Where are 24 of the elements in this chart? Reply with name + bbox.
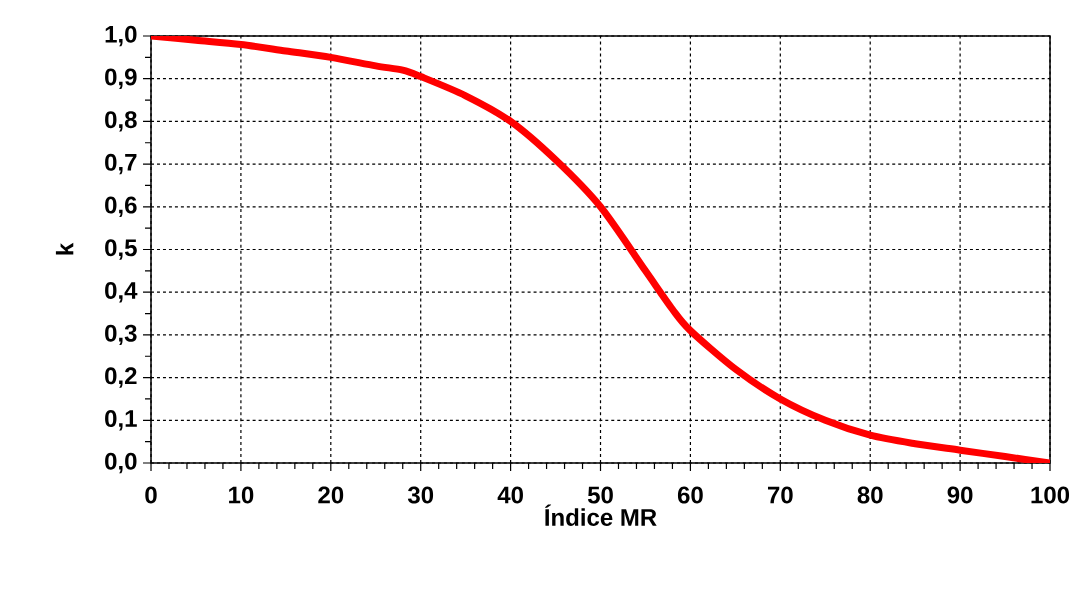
x-tick-label: 100 <box>1031 486 1070 504</box>
x-tick-label: 70 <box>767 486 793 504</box>
x-tick-label: 80 <box>857 486 883 504</box>
y-tick-label: 0,0 <box>105 452 137 474</box>
x-tick-label: 40 <box>497 486 523 504</box>
y-tick-label: 0,2 <box>105 367 137 388</box>
x-tick-label: 0 <box>145 486 157 504</box>
y-tick-label: 0,3 <box>105 324 137 346</box>
y-tick-label: 0,6 <box>105 196 137 218</box>
x-tick-label: 50 <box>587 486 613 504</box>
y-tick-label: 0,4 <box>105 281 138 303</box>
x-tick-label: 10 <box>229 486 254 504</box>
y-tick-label: 0,1 <box>105 410 137 431</box>
y-tick-label: 0,9 <box>105 68 137 89</box>
y-tick-label: 0,8 <box>105 111 137 132</box>
y-tick-label: 0,5 <box>105 239 137 260</box>
y-tick-label: 0,7 <box>105 153 137 175</box>
x-tick-label: 60 <box>677 486 703 504</box>
x-tick-label: 20 <box>318 486 344 504</box>
x-tick-label: 30 <box>407 486 434 504</box>
x-axis-title: Índice MR <box>545 504 657 526</box>
x-tick-label: 90 <box>947 486 973 504</box>
y-axis-title: k <box>55 242 74 255</box>
y-tick-label: 1,0 <box>105 25 137 47</box>
